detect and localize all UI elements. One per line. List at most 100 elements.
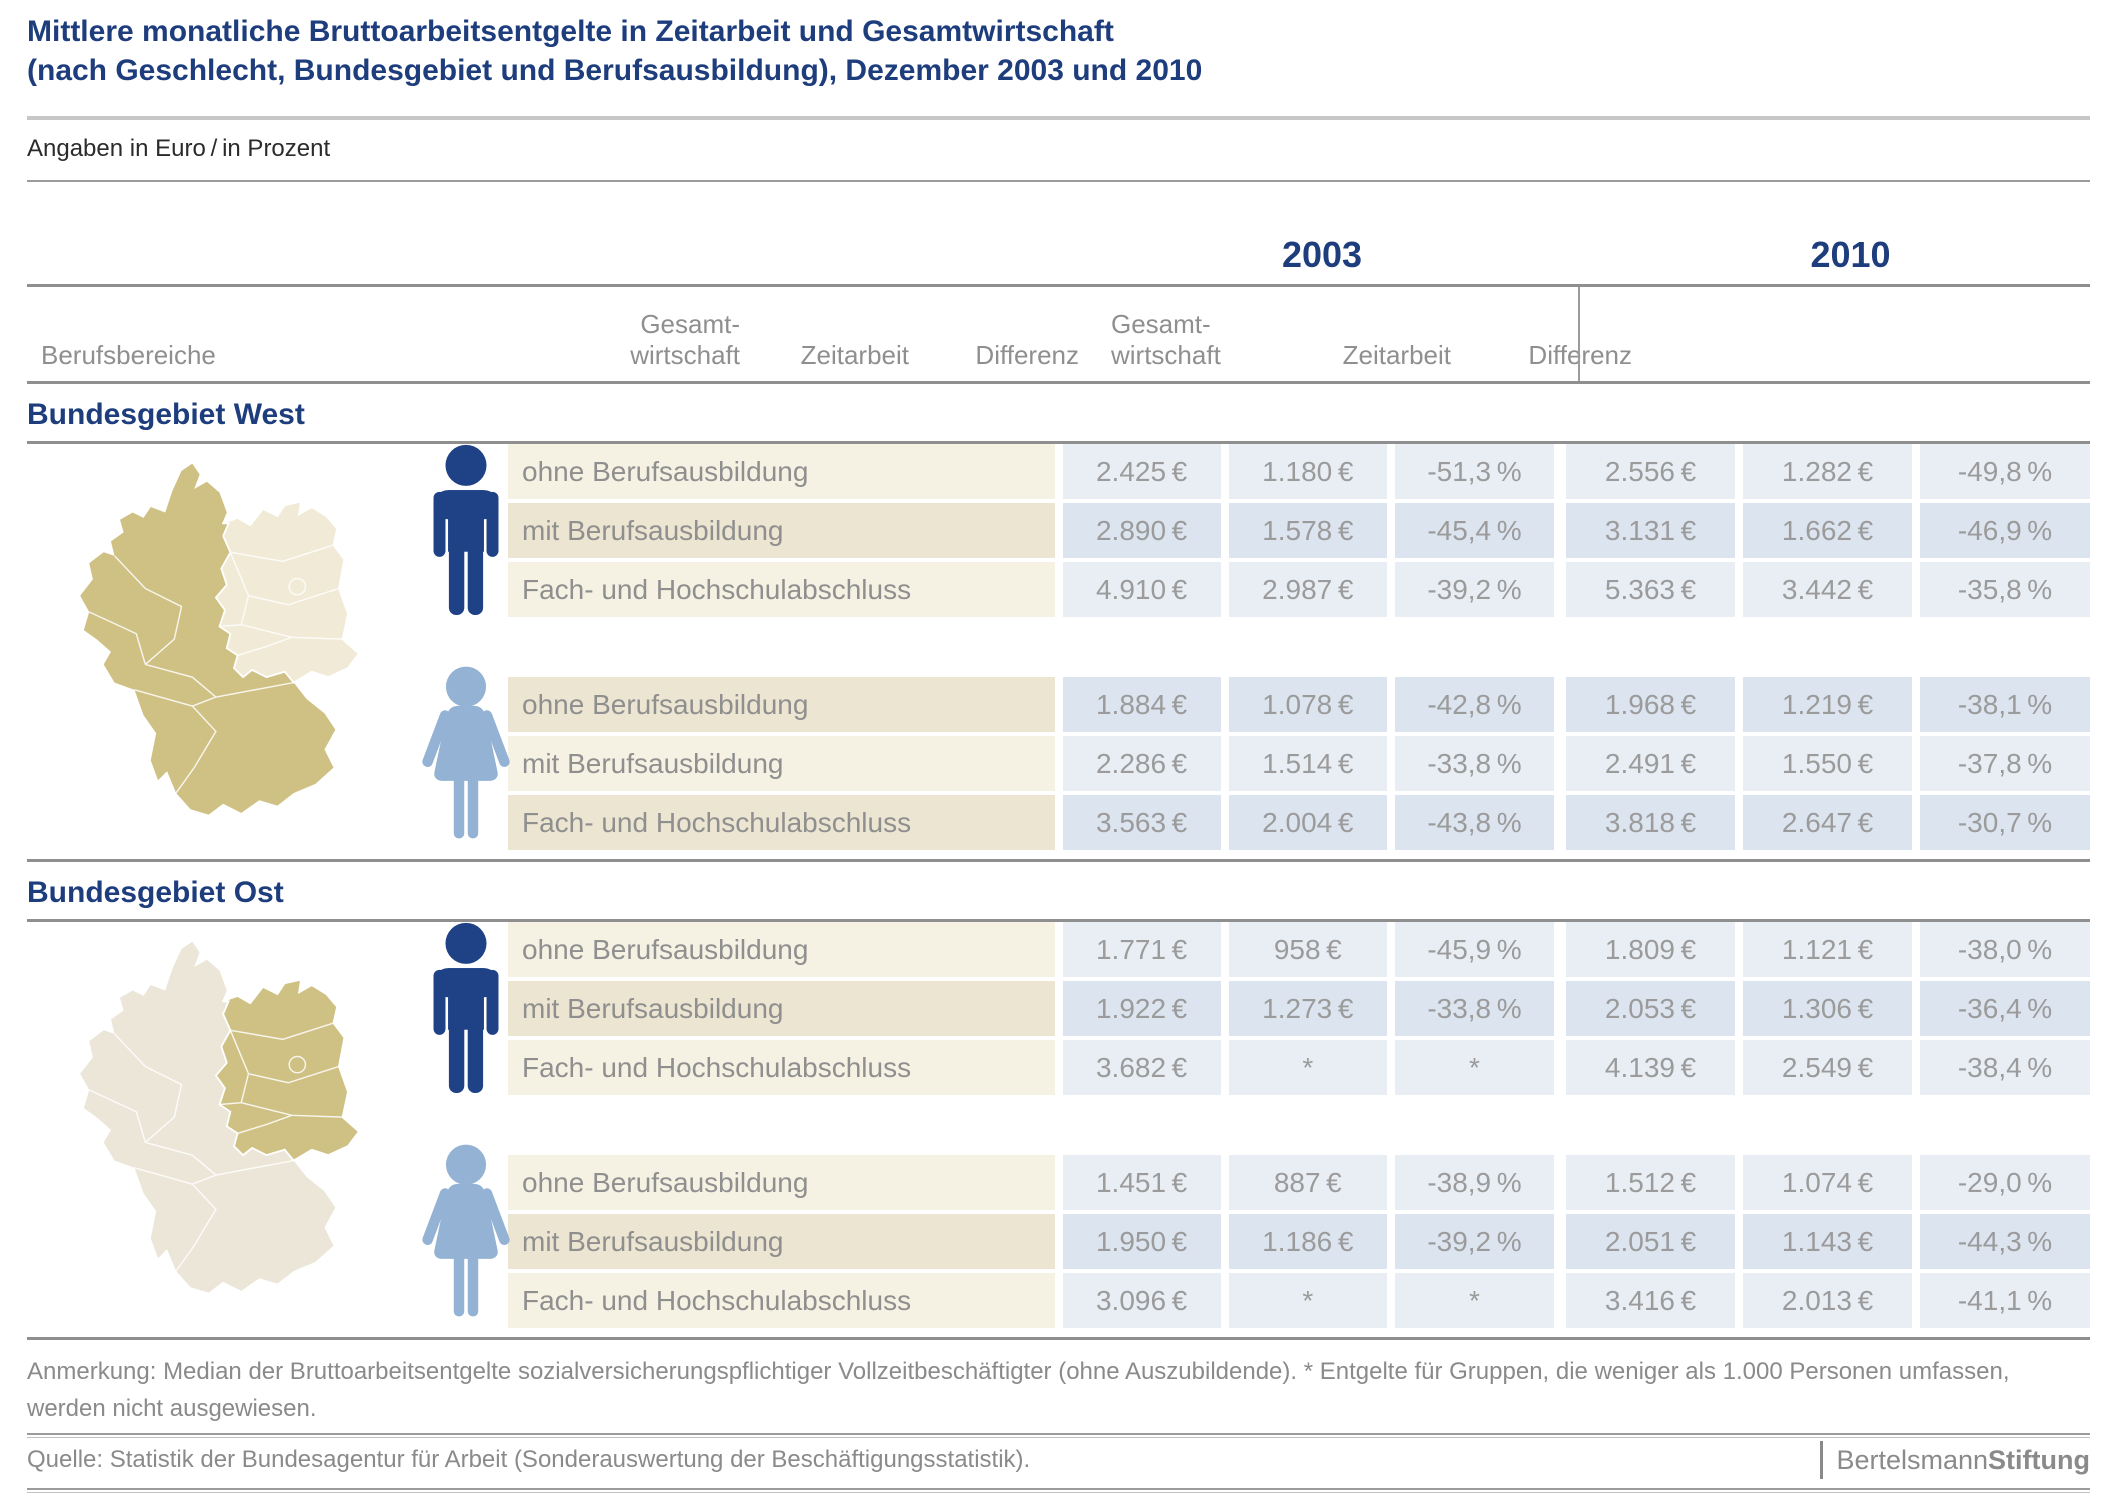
- divider: [27, 919, 2090, 922]
- value-zeitarbeit-2003: 1.186 €: [1228, 1214, 1387, 1269]
- value-differenz-2003: -33,8 %: [1394, 981, 1555, 1036]
- value-zeitarbeit-2010: 1.550 €: [1743, 736, 1913, 791]
- germany-map-west-highlighted-icon: [29, 460, 401, 840]
- logo-text-bold: Stiftung: [1988, 1444, 2090, 1475]
- value-gesamtwirtschaft-2010: 3.416 €: [1566, 1273, 1736, 1328]
- value-zeitarbeit-2003: 958 €: [1228, 922, 1387, 977]
- value-zeitarbeit-2010: 2.549 €: [1743, 1040, 1913, 1095]
- table-row: mit Berufsausbildung 1.922 € 1.273 € -33…: [508, 981, 2090, 1036]
- column-header-band: Berufsbereiche Gesamt-wirtschaft Zeitarb…: [27, 284, 2090, 384]
- value-differenz-2010: -38,4 %: [1920, 1040, 2090, 1095]
- group-west-women: ohne Berufsausbildung 1.884 € 1.078 € -4…: [508, 677, 2090, 850]
- table-row: Fach- und Hochschulabschluss 3.096 € * *…: [508, 1273, 2090, 1328]
- value-differenz-2003: -45,9 %: [1394, 922, 1555, 977]
- value-zeitarbeit-2003: 1.514 €: [1228, 736, 1387, 791]
- table-row: mit Berufsausbildung 2.890 € 1.578 € -45…: [508, 503, 2090, 558]
- value-gesamtwirtschaft-2010: 3.131 €: [1566, 503, 1736, 558]
- value-differenz-2010: -29,0 %: [1920, 1155, 2090, 1210]
- divider: [27, 116, 2090, 120]
- section-title-west: Bundesgebiet West: [27, 398, 305, 431]
- row-label: ohne Berufsausbildung: [508, 677, 1055, 732]
- row-label: Fach- und Hochschulabschluss: [508, 795, 1055, 850]
- value-gesamtwirtschaft-2010: 1.968 €: [1566, 677, 1736, 732]
- value-gesamtwirtschaft-2010: 2.051 €: [1566, 1214, 1736, 1269]
- value-gesamtwirtschaft-2010: 4.139 €: [1566, 1040, 1736, 1095]
- value-differenz-2010: -46,9 %: [1920, 503, 2090, 558]
- value-gesamtwirtschaft-2010: 2.053 €: [1566, 981, 1736, 1036]
- value-zeitarbeit-2010: 3.442 €: [1743, 562, 1913, 617]
- value-differenz-2003: -39,2 %: [1394, 562, 1555, 617]
- value-zeitarbeit-2003: *: [1228, 1040, 1387, 1095]
- table-row: ohne Berufsausbildung 1.884 € 1.078 € -4…: [508, 677, 2090, 732]
- divider: [27, 1488, 2090, 1493]
- value-gesamtwirtschaft-2003: 1.922 €: [1062, 981, 1221, 1036]
- row-label: ohne Berufsausbildung: [508, 444, 1055, 499]
- value-zeitarbeit-2010: 1.074 €: [1743, 1155, 1913, 1210]
- value-differenz-2010: -30,7 %: [1920, 795, 2090, 850]
- col-header-berufsbereiche: Berufsbereiche: [41, 340, 216, 370]
- value-zeitarbeit-2010: 1.306 €: [1743, 981, 1913, 1036]
- group-west-men: ohne Berufsausbildung 2.425 € 1.180 € -5…: [508, 444, 2090, 617]
- value-gesamtwirtschaft-2003: 3.096 €: [1062, 1273, 1221, 1328]
- page-title: Mittlere monatliche Bruttoarbeitsentgelt…: [27, 12, 2090, 90]
- value-differenz-2003: -45,4 %: [1394, 503, 1555, 558]
- value-zeitarbeit-2010: 1.219 €: [1743, 677, 1913, 732]
- value-zeitarbeit-2003: 1.578 €: [1228, 503, 1387, 558]
- value-zeitarbeit-2010: 2.013 €: [1743, 1273, 1913, 1328]
- value-zeitarbeit-2010: 2.647 €: [1743, 795, 1913, 850]
- source-text: Quelle: Statistik der Bundesagentur für …: [27, 1446, 1031, 1473]
- col-header-differenz-2003: Differenz: [975, 340, 1079, 370]
- divider: [27, 441, 2090, 444]
- table-row: Fach- und Hochschulabschluss 3.682 € * *…: [508, 1040, 2090, 1095]
- table-row: ohne Berufsausbildung 2.425 € 1.180 € -5…: [508, 444, 2090, 499]
- value-differenz-2003: -51,3 %: [1394, 444, 1555, 499]
- group-east-women: ohne Berufsausbildung 1.451 € 887 € -38,…: [508, 1155, 2090, 1328]
- value-differenz-2003: -43,8 %: [1394, 795, 1555, 850]
- row-label: Fach- und Hochschulabschluss: [508, 1040, 1055, 1095]
- row-label: Fach- und Hochschulabschluss: [508, 562, 1055, 617]
- value-differenz-2010: -37,8 %: [1920, 736, 2090, 791]
- value-zeitarbeit-2003: 2.004 €: [1228, 795, 1387, 850]
- value-gesamtwirtschaft-2010: 5.363 €: [1566, 562, 1736, 617]
- value-zeitarbeit-2003: 887 €: [1228, 1155, 1387, 1210]
- bertelsmann-stiftung-logo: Bertelsmann Stiftung: [1820, 1441, 2090, 1479]
- divider: [27, 1337, 2090, 1340]
- divider: [27, 180, 2090, 182]
- table-row: mit Berufsausbildung 1.950 € 1.186 € -39…: [508, 1214, 2090, 1269]
- divider: [27, 859, 2090, 862]
- row-label: mit Berufsausbildung: [508, 981, 1055, 1036]
- table-row: mit Berufsausbildung 2.286 € 1.514 € -33…: [508, 736, 2090, 791]
- value-gesamtwirtschaft-2003: 3.682 €: [1062, 1040, 1221, 1095]
- row-label: mit Berufsausbildung: [508, 503, 1055, 558]
- col-header-zeitarbeit-2010: Zeitarbeit: [1342, 340, 1451, 370]
- value-gesamtwirtschaft-2010: 2.491 €: [1566, 736, 1736, 791]
- value-gesamtwirtschaft-2003: 2.425 €: [1062, 444, 1221, 499]
- female-icon: [418, 655, 514, 851]
- units-subtitle: Angaben in Euro / in Prozent: [27, 135, 331, 162]
- section-title-ost: Bundesgebiet Ost: [27, 876, 284, 909]
- value-gesamtwirtschaft-2003: 1.451 €: [1062, 1155, 1221, 1210]
- year-label-2010: 2010: [1810, 234, 1891, 275]
- row-label: ohne Berufsausbildung: [508, 1155, 1055, 1210]
- value-differenz-2010: -38,1 %: [1920, 677, 2090, 732]
- value-gesamtwirtschaft-2010: 1.512 €: [1566, 1155, 1736, 1210]
- year-group-divider: [1578, 287, 1580, 381]
- year-header-band: 2003 2010: [27, 182, 2090, 284]
- row-label: Fach- und Hochschulabschluss: [508, 1273, 1055, 1328]
- section-bundesgebiet-ost: Bundesgebiet Ost ohne Berufsausbildung 1…: [27, 876, 2090, 1340]
- value-zeitarbeit-2010: 1.662 €: [1743, 503, 1913, 558]
- logo-bar: [1820, 1441, 1824, 1479]
- logo-text-regular: Bertelsmann: [1836, 1444, 1989, 1475]
- male-icon: [423, 922, 509, 1093]
- title-line-2: (nach Geschlecht, Bundesgebiet und Beruf…: [27, 54, 1203, 87]
- value-zeitarbeit-2003: 1.180 €: [1228, 444, 1387, 499]
- divider: [27, 1433, 2090, 1438]
- value-gesamtwirtschaft-2010: 1.809 €: [1566, 922, 1736, 977]
- value-gesamtwirtschaft-2003: 2.890 €: [1062, 503, 1221, 558]
- value-gesamtwirtschaft-2010: 2.556 €: [1566, 444, 1736, 499]
- value-differenz-2010: -44,3 %: [1920, 1214, 2090, 1269]
- value-gesamtwirtschaft-2010: 3.818 €: [1566, 795, 1736, 850]
- table-row: Fach- und Hochschulabschluss 4.910 € 2.9…: [508, 562, 2090, 617]
- germany-map-east-highlighted-icon: [29, 938, 401, 1318]
